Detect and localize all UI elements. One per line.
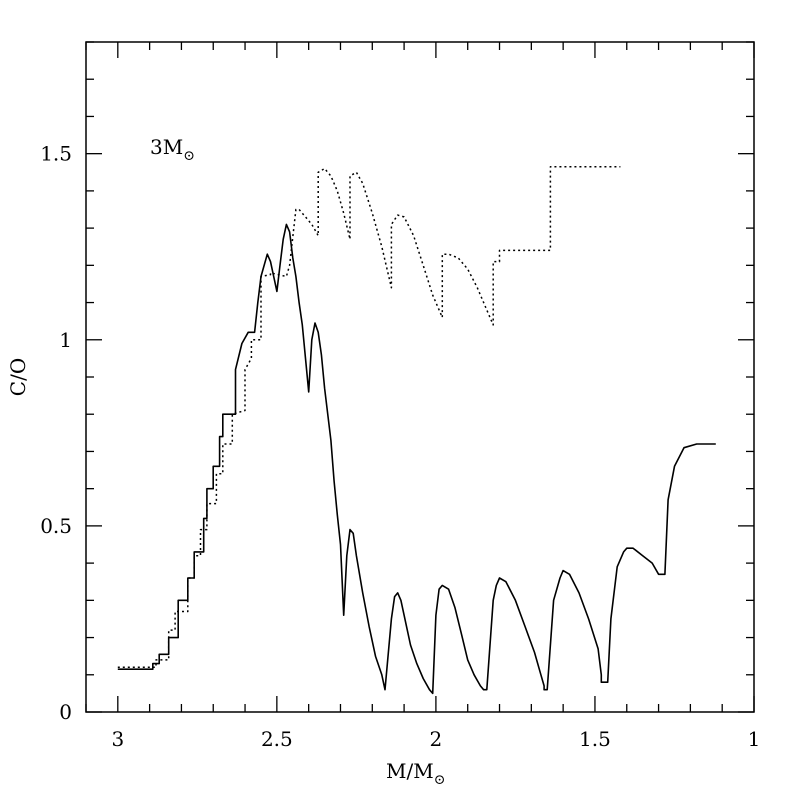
annotation-label: 3M⊙ bbox=[150, 135, 195, 164]
dotted-series-line bbox=[117, 165, 621, 669]
y-tick-labels: 0 0.5 1 1.5 bbox=[40, 142, 72, 724]
x-tick-label: 1 bbox=[748, 727, 761, 751]
y-tick-label: 1.5 bbox=[40, 142, 72, 166]
plot-frame bbox=[85, 41, 755, 713]
series-lines bbox=[117, 165, 716, 695]
y-tick-label: 0 bbox=[59, 700, 72, 724]
y-axis-title: C/O bbox=[6, 358, 30, 396]
solid-series-line bbox=[117, 223, 716, 695]
x-axis-sun-symbol: ⊙ bbox=[434, 772, 446, 788]
x-tick-label: 2 bbox=[430, 727, 443, 751]
x-tick-label: 2.5 bbox=[261, 727, 293, 751]
y-tick-label: 0.5 bbox=[40, 514, 72, 538]
x-tick-label: 1.5 bbox=[579, 727, 611, 751]
y-tick-label: 1 bbox=[59, 328, 72, 352]
tick-marks bbox=[85, 41, 755, 713]
x-tick-label: 3 bbox=[111, 727, 124, 751]
x-tick-labels: 3 2.5 2 1.5 1 bbox=[111, 727, 760, 751]
x-axis-title: M/M⊙ bbox=[386, 759, 445, 788]
sun-symbol: ⊙ bbox=[183, 148, 195, 164]
